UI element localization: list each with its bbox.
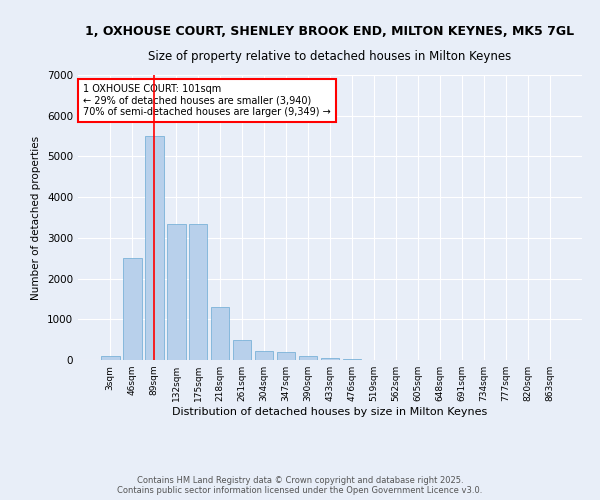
- Bar: [277, 352, 295, 360]
- Bar: [167, 224, 185, 360]
- Bar: [299, 356, 317, 360]
- Bar: [343, 359, 361, 360]
- Text: Size of property relative to detached houses in Milton Keynes: Size of property relative to detached ho…: [148, 50, 512, 63]
- Bar: [123, 258, 142, 360]
- Bar: [145, 136, 164, 360]
- Bar: [320, 358, 340, 360]
- Bar: [255, 351, 274, 360]
- Bar: [189, 224, 208, 360]
- Bar: [211, 307, 229, 360]
- Bar: [101, 356, 119, 360]
- Text: Contains HM Land Registry data © Crown copyright and database right 2025.
Contai: Contains HM Land Registry data © Crown c…: [118, 476, 482, 495]
- Text: 1 OXHOUSE COURT: 101sqm
← 29% of detached houses are smaller (3,940)
70% of semi: 1 OXHOUSE COURT: 101sqm ← 29% of detache…: [83, 84, 331, 116]
- Y-axis label: Number of detached properties: Number of detached properties: [31, 136, 41, 300]
- X-axis label: Distribution of detached houses by size in Milton Keynes: Distribution of detached houses by size …: [172, 407, 488, 417]
- Bar: [233, 340, 251, 360]
- Text: 1, OXHOUSE COURT, SHENLEY BROOK END, MILTON KEYNES, MK5 7GL: 1, OXHOUSE COURT, SHENLEY BROOK END, MIL…: [85, 25, 575, 38]
